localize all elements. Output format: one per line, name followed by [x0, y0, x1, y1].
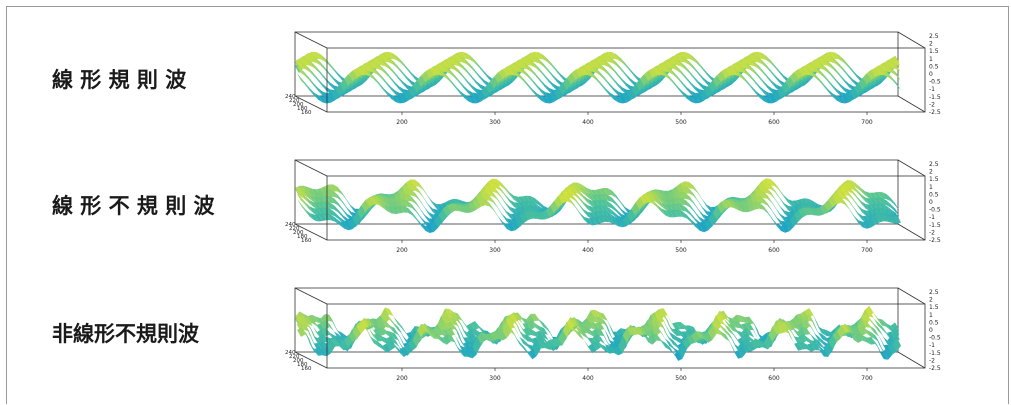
x-tick-label: 400 [582, 247, 594, 254]
y-tick-label: 180 [297, 362, 308, 368]
z-tick-label: -2 [929, 229, 935, 236]
x-tick-label: 500 [675, 375, 687, 382]
y-tick-label: 240 [285, 94, 296, 100]
z-tick-label: -1 [929, 214, 935, 221]
y-tick-label: 240 [285, 350, 296, 356]
z-tick-label: -2.5 [929, 365, 941, 372]
x-tick-label: 700 [861, 119, 873, 126]
z-tick-label: 1.5 [929, 176, 939, 183]
x-tick-label: 200 [396, 247, 408, 254]
x-tick-label: 400 [582, 119, 594, 126]
y-tick-label: 220 [289, 226, 300, 232]
z-tick-label: -0.5 [929, 335, 941, 342]
x-tick-label: 400 [582, 375, 594, 382]
x-tick-label: 600 [768, 247, 780, 254]
y-tick-label: 240 [285, 222, 296, 228]
z-tick-label: 1 [929, 184, 933, 191]
z-tick-label: 0.5 [929, 63, 939, 70]
wave-surface-svg: 200 300 400 500 600 700 2.521.510.50-0.5-1-1.5… [285, 31, 941, 126]
z-tick-label: 0 [929, 199, 933, 206]
z-tick-label: 2 [929, 297, 933, 304]
z-tick-label: -1.5 [929, 94, 941, 101]
wave-surface [295, 51, 901, 104]
z-tick-label: 1.5 [929, 304, 939, 311]
z-tick-label: -0.5 [929, 79, 941, 86]
wave-surface [295, 305, 901, 361]
x-tick-label: 500 [675, 247, 687, 254]
x-tick-label: 600 [768, 119, 780, 126]
z-tick-label: -1 [929, 342, 935, 349]
z-tick-label: -2 [929, 101, 935, 108]
x-tick-label: 700 [861, 375, 873, 382]
y-tick-label: 180 [297, 234, 308, 240]
z-tick-label: -1.5 [929, 222, 941, 229]
wave-surface-svg: 200 300 400 500 600 700 2.521.510.50-0.5-1-1.5… [285, 159, 941, 254]
wave-plot-3d: 200 300 400 500 600 700 2.5 2 1.5 1 0.5 0 -0.5 -1 -1.5… [270, 284, 970, 404]
y-tick-label: 160 [301, 110, 312, 116]
wave-plot-3d: 200 300 400 500 600 700 2.5 2 1.5 1 0.5 0 -0.5 -1 -1.5… [270, 28, 970, 148]
z-tick-label: 2.5 [929, 289, 939, 296]
y-tick-label: 160 [301, 238, 312, 244]
z-tick-label: 2.5 [929, 161, 939, 168]
wave-plot-3d: 200 300 400 500 600 700 2.5 2 1.5 1 0.5 0 -0.5 -1 -1.5… [270, 156, 970, 276]
z-tick-label: 1.5 [929, 48, 939, 55]
z-tick-label: 2 [929, 41, 933, 48]
panel-nonlinear-irregular: 非線形不規則波 200 300 400 500 600 700 2.5 2 1.5 1 0.5 0 -0… [0, 284, 1011, 404]
x-tick-label: 300 [489, 375, 501, 382]
z-tick-label: 2.5 [929, 33, 939, 40]
front-face [326, 47, 926, 113]
y-tick-label: 200 [293, 102, 304, 108]
z-tick-label: -0.5 [929, 207, 941, 214]
x-tick-label: 200 [396, 119, 408, 126]
figure-frame [6, 6, 1009, 404]
plot-box [294, 31, 926, 113]
panel-linear-irregular: 線 形 不 規 則 波 200 300 400 500 600 700 2.5 2 1.5 1 0.… [0, 156, 1011, 276]
z-tick-label: 1 [929, 312, 933, 319]
x-tick-label: 300 [489, 247, 501, 254]
front-face [326, 175, 926, 241]
wave-surface [295, 178, 901, 233]
y-tick-label: 220 [289, 98, 300, 104]
z-tick-label: -2.5 [929, 109, 941, 116]
panel-label: 非線形不規則波 [52, 322, 199, 346]
front-face [326, 303, 926, 369]
y-tick-label: 200 [293, 230, 304, 236]
x-tick-label: 300 [489, 119, 501, 126]
x-tick-label: 500 [675, 119, 687, 126]
panel-label: 線 形 規 則 波 [52, 68, 187, 92]
z-tick-label: 0.5 [929, 319, 939, 326]
z-tick-label: 0 [929, 327, 933, 334]
z-tick-label: -1 [929, 86, 935, 93]
x-tick-label: 200 [396, 375, 408, 382]
z-tick-label: -2 [929, 357, 935, 364]
y-tick-label: 220 [289, 354, 300, 360]
z-tick-label: 1 [929, 56, 933, 63]
z-tick-label: 0 [929, 71, 933, 78]
y-tick-label: 160 [301, 366, 312, 372]
wave-surface-svg: 200 300 400 500 600 700 2.521.510.50-0.5-1-1.5… [285, 287, 941, 382]
panel-linear-regular: 線 形 規 則 波 200 300 400 500 600 700 2.5 2 1.5 1 0.5 0… [0, 28, 1011, 148]
x-tick-label: 600 [768, 375, 780, 382]
z-tick-label: 2 [929, 169, 933, 176]
z-tick-label: -2.5 [929, 237, 941, 244]
panel-label: 線 形 不 規 則 波 [52, 194, 215, 218]
y-tick-label: 180 [297, 106, 308, 112]
z-tick-label: 0.5 [929, 191, 939, 198]
x-tick-label: 700 [861, 247, 873, 254]
y-tick-label: 200 [293, 358, 304, 364]
plot-box [294, 287, 926, 369]
z-tick-label: -1.5 [929, 350, 941, 357]
